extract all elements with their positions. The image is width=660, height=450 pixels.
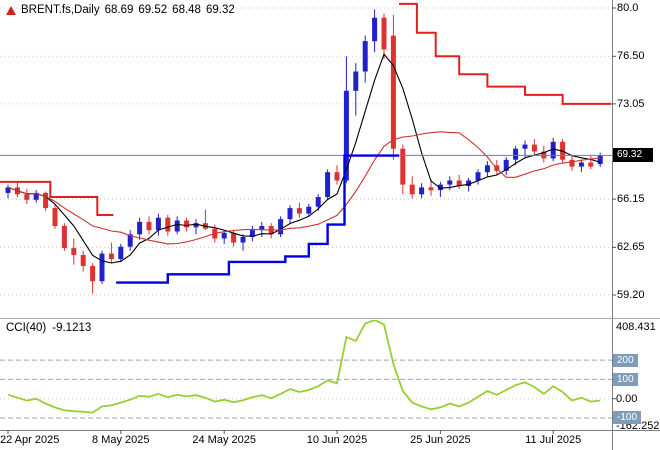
symbol-marker-icon [6,5,16,15]
candle-body [193,223,199,228]
candle-body [372,17,378,42]
trend-up-line [116,154,399,284]
candle-body [249,230,255,237]
candle-body [155,217,161,231]
candle-body [278,219,284,235]
candle-body [127,234,133,247]
candle-body [362,41,368,72]
candle-body [353,71,359,91]
candle-body [334,172,340,181]
indicator-value: -9.1213 [52,322,92,334]
candle-body [174,220,180,232]
candle-body [296,208,302,214]
candle-body [33,192,39,200]
price-axis[interactable] [612,0,660,430]
candle-body [475,172,481,181]
candle-body [287,208,293,220]
price-panel[interactable] [0,0,612,318]
candle-body [466,180,472,186]
candles [5,9,603,294]
candle-body [400,148,406,185]
candle-body [569,159,575,167]
indicator-name: CCI(40) [6,322,47,334]
candle-body [456,180,462,186]
candle-body [550,141,556,159]
cci-level-lines [0,359,612,419]
candle-body [409,184,415,195]
candle-body [108,253,114,260]
candle-body [522,144,528,149]
candle-body [90,266,96,282]
candle-body [588,162,594,167]
candle-body [419,187,425,195]
candle-body [259,226,265,231]
candle-body [381,17,387,50]
candle-body [325,172,331,197]
trend-down-left-line [0,180,114,216]
candle-body [390,35,396,149]
trend-lines [0,2,612,284]
candle-body [221,232,227,239]
candle-body [5,187,11,193]
candle-body [99,253,105,282]
candle-body [137,221,143,235]
candle-body [315,197,321,207]
candle-body [43,192,49,209]
candle-body [61,226,67,249]
candle-body [231,232,237,243]
indicator-label: CCI(40) -9.1213 [6,322,91,334]
ohlc-close: 69.32 [205,4,235,16]
candle-body [118,246,124,260]
candle-body [513,148,519,160]
ohlc-high: 69.52 [138,4,168,16]
candle-body [24,194,30,200]
chart-header: BRENT.fs,Daily 68.69 69.52 68.48 69.32 [6,4,235,16]
ohlc-open: 68.69 [104,4,134,16]
candle-body [343,90,349,181]
candle-body [71,248,77,255]
ma-slow-line [7,131,601,245]
ohlc-low: 68.48 [172,4,201,16]
candle-body [531,144,537,152]
candle-body [80,255,86,266]
candle-body [578,162,584,167]
candle-body [52,208,58,226]
candle-body [437,184,443,191]
candle-body [484,165,490,173]
trend-down-right-line [399,2,612,105]
cci-line [7,320,601,414]
candle-body [503,159,509,171]
symbol-title: BRENT.fs,Daily [21,4,100,16]
candle-body [428,187,434,191]
candle-body [597,155,603,165]
candle-body [240,237,246,243]
cci-panel[interactable] [0,320,612,430]
candle-body [146,221,152,231]
time-axis[interactable] [0,430,660,450]
candle-body [447,180,453,185]
candle-body [165,217,171,232]
candle-body [306,206,312,214]
candle-body [184,220,190,228]
